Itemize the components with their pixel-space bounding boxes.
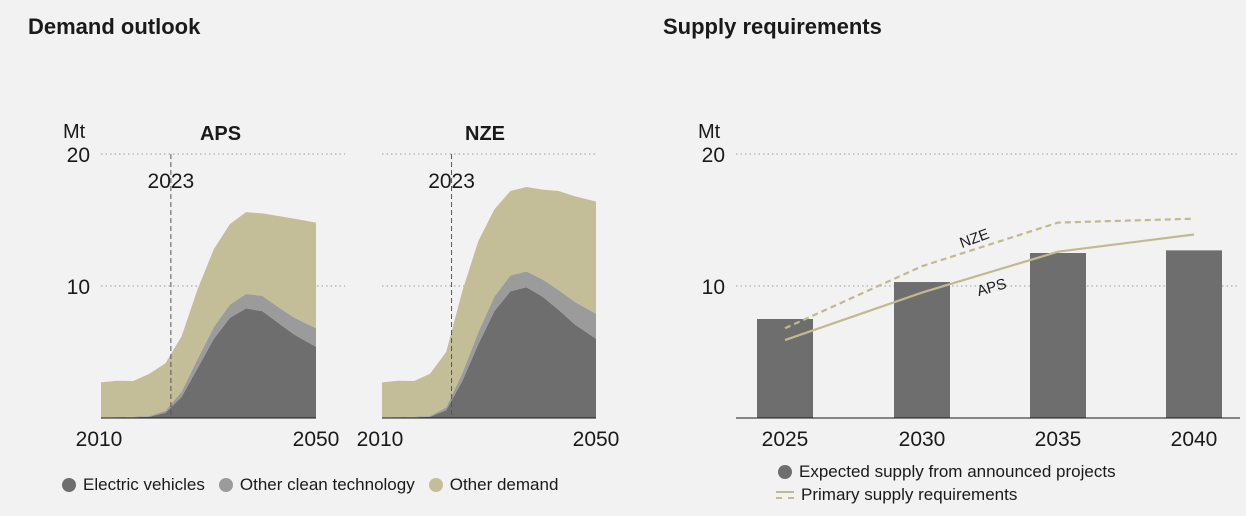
bar-2030 (894, 282, 950, 418)
legend-label: Other clean technology (239, 475, 415, 494)
line-nze (784, 217, 1195, 330)
legend-item: Electric vehicles (62, 475, 205, 495)
bar-2040 (1166, 250, 1222, 418)
line-aps (784, 233, 1195, 342)
demand-legend: Electric vehicles Other clean technology O… (62, 475, 572, 495)
legend-item: Other clean technology (218, 475, 415, 495)
legend-item: Other demand (428, 475, 559, 495)
legend-label: Primary supply requirements (801, 485, 1018, 504)
area-ev (101, 308, 316, 418)
x-tick-label: 2010 (357, 428, 404, 451)
y-unit-label: Mt (698, 121, 721, 143)
legend-label: Other demand (449, 475, 559, 494)
line-label-aps: APS (975, 275, 1009, 300)
x-tick-label: 2040 (1171, 428, 1218, 451)
legend-swatch-icon (778, 465, 792, 479)
x-tick-label: 2050 (573, 428, 620, 451)
supply-requirements-title: Supply requirements (663, 14, 882, 39)
y-unit-label: Mt (63, 121, 86, 143)
legend-item: Primary supply requirements (776, 485, 1017, 505)
bar-2025 (757, 319, 813, 418)
area-ev (382, 287, 596, 418)
panel-title-aps: APS (200, 123, 241, 145)
line-label-nze: NZE (957, 226, 991, 252)
supply-legend: Expected supply from announced projects P… (776, 462, 1130, 508)
area-other_demand (382, 187, 596, 418)
x-tick-label: 2050 (293, 428, 340, 451)
marker-2023-label: 2023 (428, 170, 475, 193)
legend-swatch-icon (428, 478, 443, 492)
x-tick-label: 2010 (76, 428, 123, 451)
legend-label: Electric vehicles (83, 475, 205, 494)
x-tick-label: 2025 (762, 428, 809, 451)
legend-line-icon (776, 490, 794, 500)
x-tick-label: 2030 (899, 428, 946, 451)
y-tick-label: 10 (67, 276, 90, 299)
legend-swatch-icon (62, 478, 76, 492)
legend-label: Expected supply from announced projects (799, 462, 1116, 481)
legend-item: Expected supply from announced projects (776, 462, 1116, 482)
demand-outlook-title: Demand outlook (28, 14, 201, 39)
x-tick-label: 2035 (1035, 428, 1082, 451)
y-tick-label: 20 (67, 144, 90, 167)
y-tick-label: 10 (702, 276, 725, 299)
y-tick-label: 20 (702, 144, 725, 167)
bar-2035 (1030, 253, 1086, 418)
panel-title-nze: NZE (465, 123, 505, 145)
area-other_demand (101, 212, 316, 418)
legend-swatch-icon (218, 478, 233, 492)
marker-2023-label: 2023 (148, 170, 195, 193)
